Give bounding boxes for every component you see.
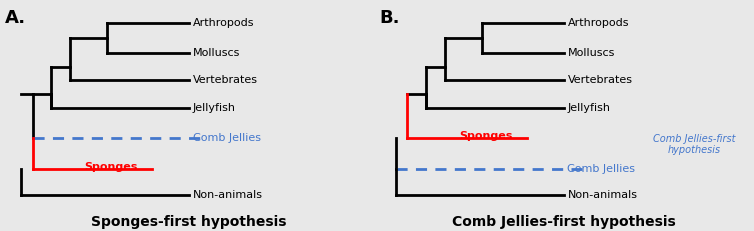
- Text: Non-animals: Non-animals: [192, 190, 262, 200]
- Text: Vertebrates: Vertebrates: [568, 75, 633, 85]
- Text: Jellyfish: Jellyfish: [192, 103, 235, 113]
- Text: Sponges-first hypothesis: Sponges-first hypothesis: [91, 216, 287, 229]
- Text: Molluscs: Molluscs: [192, 49, 240, 58]
- Text: Comb Jellies-first hypothesis: Comb Jellies-first hypothesis: [452, 216, 676, 229]
- Text: Non-animals: Non-animals: [568, 190, 637, 200]
- Text: Comb Jellies: Comb Jellies: [192, 134, 261, 143]
- Text: B.: B.: [379, 9, 400, 27]
- Text: Jellyfish: Jellyfish: [568, 103, 611, 113]
- Text: A.: A.: [5, 9, 26, 27]
- Text: Arthropods: Arthropods: [568, 18, 629, 28]
- Text: Arthropods: Arthropods: [192, 18, 254, 28]
- Text: Comb Jellies-first
hypothesis: Comb Jellies-first hypothesis: [653, 134, 735, 155]
- Text: Vertebrates: Vertebrates: [192, 75, 258, 85]
- Text: Comb Jellies: Comb Jellies: [568, 164, 636, 174]
- Text: Sponges: Sponges: [459, 131, 513, 141]
- Text: Molluscs: Molluscs: [568, 49, 615, 58]
- Text: Sponges: Sponges: [84, 162, 138, 172]
